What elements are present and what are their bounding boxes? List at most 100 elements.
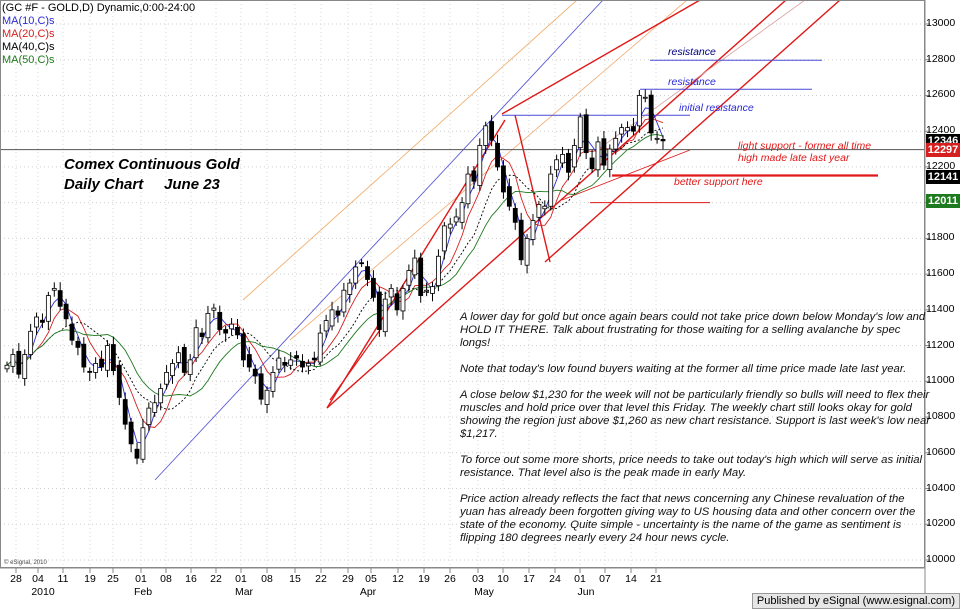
candle-body xyxy=(376,291,382,330)
candle-body xyxy=(158,388,164,404)
commentary-paragraph: A lower day for gold but once again bear… xyxy=(460,311,926,349)
candlestick-layer xyxy=(4,89,666,465)
candle xyxy=(128,417,134,453)
candle xyxy=(542,200,548,216)
light-support-label-line1: light support - former all time xyxy=(738,140,872,152)
candle xyxy=(406,264,412,292)
candle-body xyxy=(607,148,613,170)
candle-body xyxy=(276,357,282,370)
x-day-label: 19 xyxy=(418,573,430,585)
candle xyxy=(110,336,116,376)
x-day-label: 15 xyxy=(289,573,301,585)
candle-body xyxy=(335,310,341,316)
candle xyxy=(63,298,69,326)
candle-body xyxy=(300,360,305,368)
candle xyxy=(341,282,347,318)
candle xyxy=(642,89,648,103)
candle-body xyxy=(471,170,477,182)
candle-body xyxy=(347,282,353,295)
candle-body xyxy=(394,293,400,311)
candle xyxy=(347,278,353,303)
candle xyxy=(631,117,636,136)
candle xyxy=(636,89,642,133)
candle xyxy=(501,160,506,199)
candle xyxy=(4,361,10,373)
candle xyxy=(400,284,406,320)
x-day-label: 29 xyxy=(342,573,354,585)
y-tick-label: 10000 xyxy=(926,553,956,565)
candle-body xyxy=(636,95,642,127)
candle xyxy=(388,283,394,306)
candle-body xyxy=(122,399,128,425)
y-tick-label: 12400 xyxy=(926,124,956,137)
candle-body xyxy=(619,127,625,135)
candle-body xyxy=(430,286,435,294)
candle-body xyxy=(631,126,636,132)
candle xyxy=(264,386,270,414)
candle-body xyxy=(223,329,229,334)
candle xyxy=(477,138,483,191)
x-day-label: 22 xyxy=(210,573,222,585)
candle-body xyxy=(353,266,359,284)
candle-body xyxy=(16,350,22,375)
candle xyxy=(560,146,565,169)
candle xyxy=(229,318,234,336)
candle-body xyxy=(146,407,152,425)
y-tick-label: 11400 xyxy=(926,302,955,315)
candle xyxy=(181,343,187,376)
candle xyxy=(51,282,57,297)
candle-body xyxy=(51,288,57,291)
candle-body xyxy=(205,313,211,339)
x-day-label: 12 xyxy=(392,573,404,585)
x-day-label: 08 xyxy=(261,573,273,585)
candle xyxy=(412,249,418,279)
candle-body xyxy=(495,142,500,168)
x-month-label: Mar xyxy=(235,586,254,598)
candle-body xyxy=(548,173,554,207)
moving-average-layer xyxy=(6,107,664,444)
candle-body xyxy=(317,332,323,363)
x-day-label: 05 xyxy=(365,573,377,585)
chart-subtitle: Daily Chart June 23 xyxy=(64,176,220,193)
x-day-label: 08 xyxy=(160,573,172,585)
candle xyxy=(483,121,489,154)
candle xyxy=(613,131,619,155)
candle xyxy=(40,313,45,329)
candle-body xyxy=(4,364,10,370)
candle-body xyxy=(400,288,406,312)
y-tick-label: 11800 xyxy=(926,231,955,244)
candle xyxy=(577,113,583,157)
candle-body xyxy=(116,364,122,398)
candle-body xyxy=(93,363,99,373)
y-tick-label: 12800 xyxy=(926,52,956,65)
candle xyxy=(353,260,359,289)
candle xyxy=(252,364,258,384)
price-box: 12297 xyxy=(926,142,960,157)
y-tick-label: 10800 xyxy=(926,410,956,423)
candle-body xyxy=(654,137,660,140)
candle-body xyxy=(128,421,134,445)
candle xyxy=(447,217,453,235)
candle xyxy=(294,350,299,366)
candle xyxy=(436,249,441,292)
trendline xyxy=(514,114,551,263)
x-day-label: 14 xyxy=(625,573,637,585)
x-month-label: 2010 xyxy=(31,586,55,598)
candle-body xyxy=(323,320,329,332)
candle xyxy=(93,357,99,379)
candle-body xyxy=(240,333,246,361)
candle xyxy=(140,419,146,463)
candle xyxy=(22,349,28,386)
candle-body xyxy=(524,237,530,266)
candle xyxy=(16,343,22,379)
candle xyxy=(571,138,577,173)
resistance-label-mid: resistance xyxy=(668,76,716,88)
candle-body xyxy=(140,427,146,460)
candle xyxy=(323,314,329,338)
candle xyxy=(371,270,376,302)
candle-body xyxy=(595,141,601,171)
x-day-label: 07 xyxy=(599,573,611,585)
candle-body xyxy=(45,295,51,322)
commentary-paragraph: To force out some more shorts, price nee… xyxy=(460,454,922,479)
candle-body xyxy=(229,323,234,330)
